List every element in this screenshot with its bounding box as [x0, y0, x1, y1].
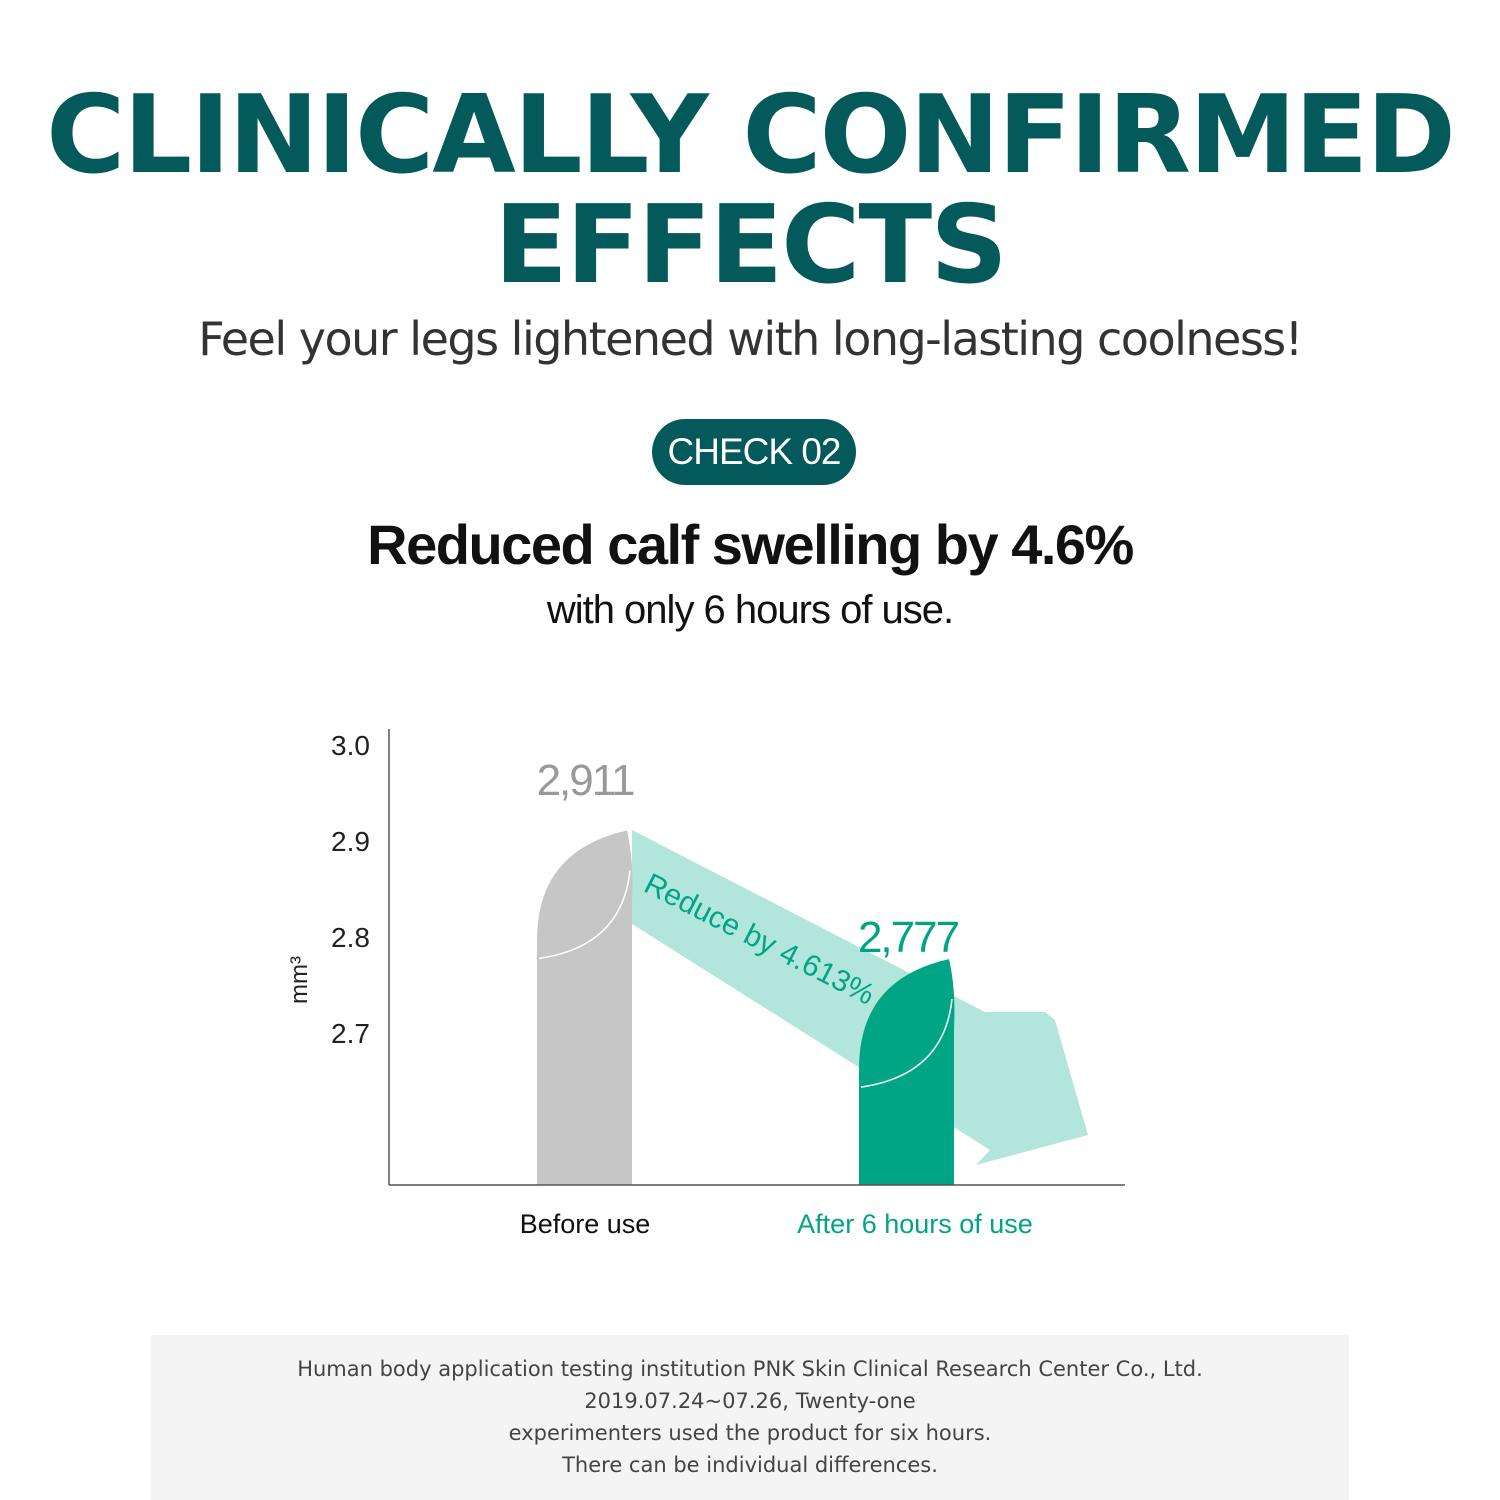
footnote-line: 2019.07.24~07.26, Twenty-one — [584, 1389, 916, 1413]
headline-line-2: EFFECTS — [494, 183, 1008, 308]
footnote-line: experimenters used the product for six h… — [508, 1421, 992, 1445]
bar-before-highlight — [538, 870, 631, 960]
result-title: Reduced calf swelling by 4.6% — [367, 513, 1134, 576]
footnote-line: There can be individual differences. — [562, 1453, 938, 1477]
bar-before-value-label: 2,911 — [537, 756, 634, 805]
y-tick-label: 2.9 — [331, 826, 370, 857]
reduction-arrow — [632, 830, 1088, 1165]
tagline: Feel your legs lightened with long-lasti… — [198, 312, 1303, 366]
bar-after-value-label: 2,777 — [858, 913, 959, 962]
check-badge: CHECK 02 — [652, 419, 856, 485]
y-tick-label: 3.0 — [331, 730, 370, 761]
y-axis-label: mm³ — [286, 956, 313, 1004]
headline-line-1: CLINICALLY CONFIRMED — [46, 73, 1456, 198]
result-subtitle: with only 6 hours of use. — [546, 588, 954, 632]
x-category-after-use: After 6 hours of use — [797, 1209, 1033, 1239]
bar-after-highlight — [860, 999, 953, 1088]
y-tick-label: 2.7 — [331, 1018, 370, 1049]
y-tick-label: 2.8 — [331, 922, 370, 953]
swelling-chart: Reduce by 4.613% 3.0 2.9 2.8 2.7 mm³ 2,9… — [286, 729, 1125, 1239]
footnote-line: Human body application testing instituti… — [297, 1357, 1203, 1381]
x-category-before-use: Before use — [520, 1209, 651, 1239]
study-footnote: Human body application testing instituti… — [151, 1335, 1349, 1500]
bar-before-use — [537, 830, 633, 1185]
